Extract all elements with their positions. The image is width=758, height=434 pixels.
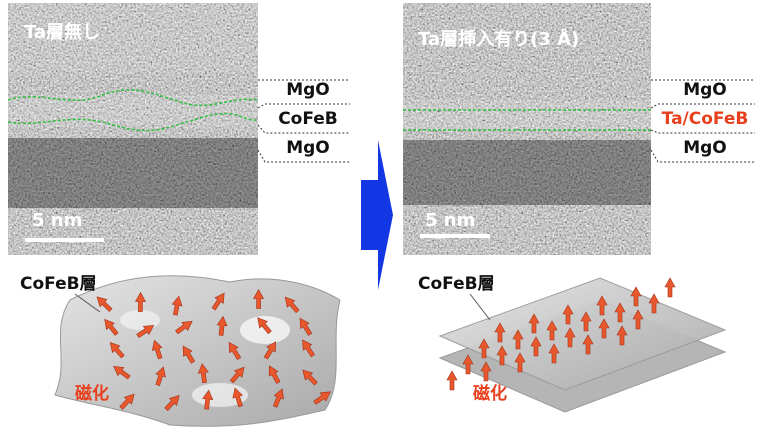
- surface-highlight: [120, 310, 160, 330]
- band: [403, 100, 651, 130]
- panel-title: Ta層挿入有り(3 Å): [418, 27, 579, 50]
- band: [403, 140, 651, 205]
- scale-label: 5 nm: [32, 210, 82, 231]
- layer-label: Ta/CoFeB: [662, 109, 749, 129]
- layer-label: MgO: [683, 138, 727, 158]
- magnetization-caption: 磁化: [75, 383, 109, 404]
- layer-label: CoFeB: [278, 109, 338, 129]
- band: [8, 138, 258, 208]
- magnetization-caption: 磁化: [473, 383, 507, 404]
- layer-caption: CoFeB層: [20, 274, 97, 294]
- figure: Ta層無し 5 nm MgO CoFeB MgO Ta層挿入有り(3 Å) 5 …: [0, 0, 758, 434]
- layer-label: MgO: [286, 138, 330, 158]
- scale-label: 5 nm: [425, 210, 475, 231]
- layer-caption: CoFeB層: [418, 274, 495, 294]
- transition-arrow: [361, 140, 393, 290]
- layer-label: MgO: [683, 80, 727, 100]
- panel-title: Ta層無し: [24, 21, 100, 43]
- page: Ta層無し 5 nm MgO CoFeB MgO Ta層挿入有り(3 Å) 5 …: [0, 0, 758, 434]
- layer-label: MgO: [286, 80, 330, 100]
- pointer: [470, 294, 490, 320]
- magnetization-arrow: [447, 371, 457, 390]
- magnetization-arrow: [665, 278, 675, 297]
